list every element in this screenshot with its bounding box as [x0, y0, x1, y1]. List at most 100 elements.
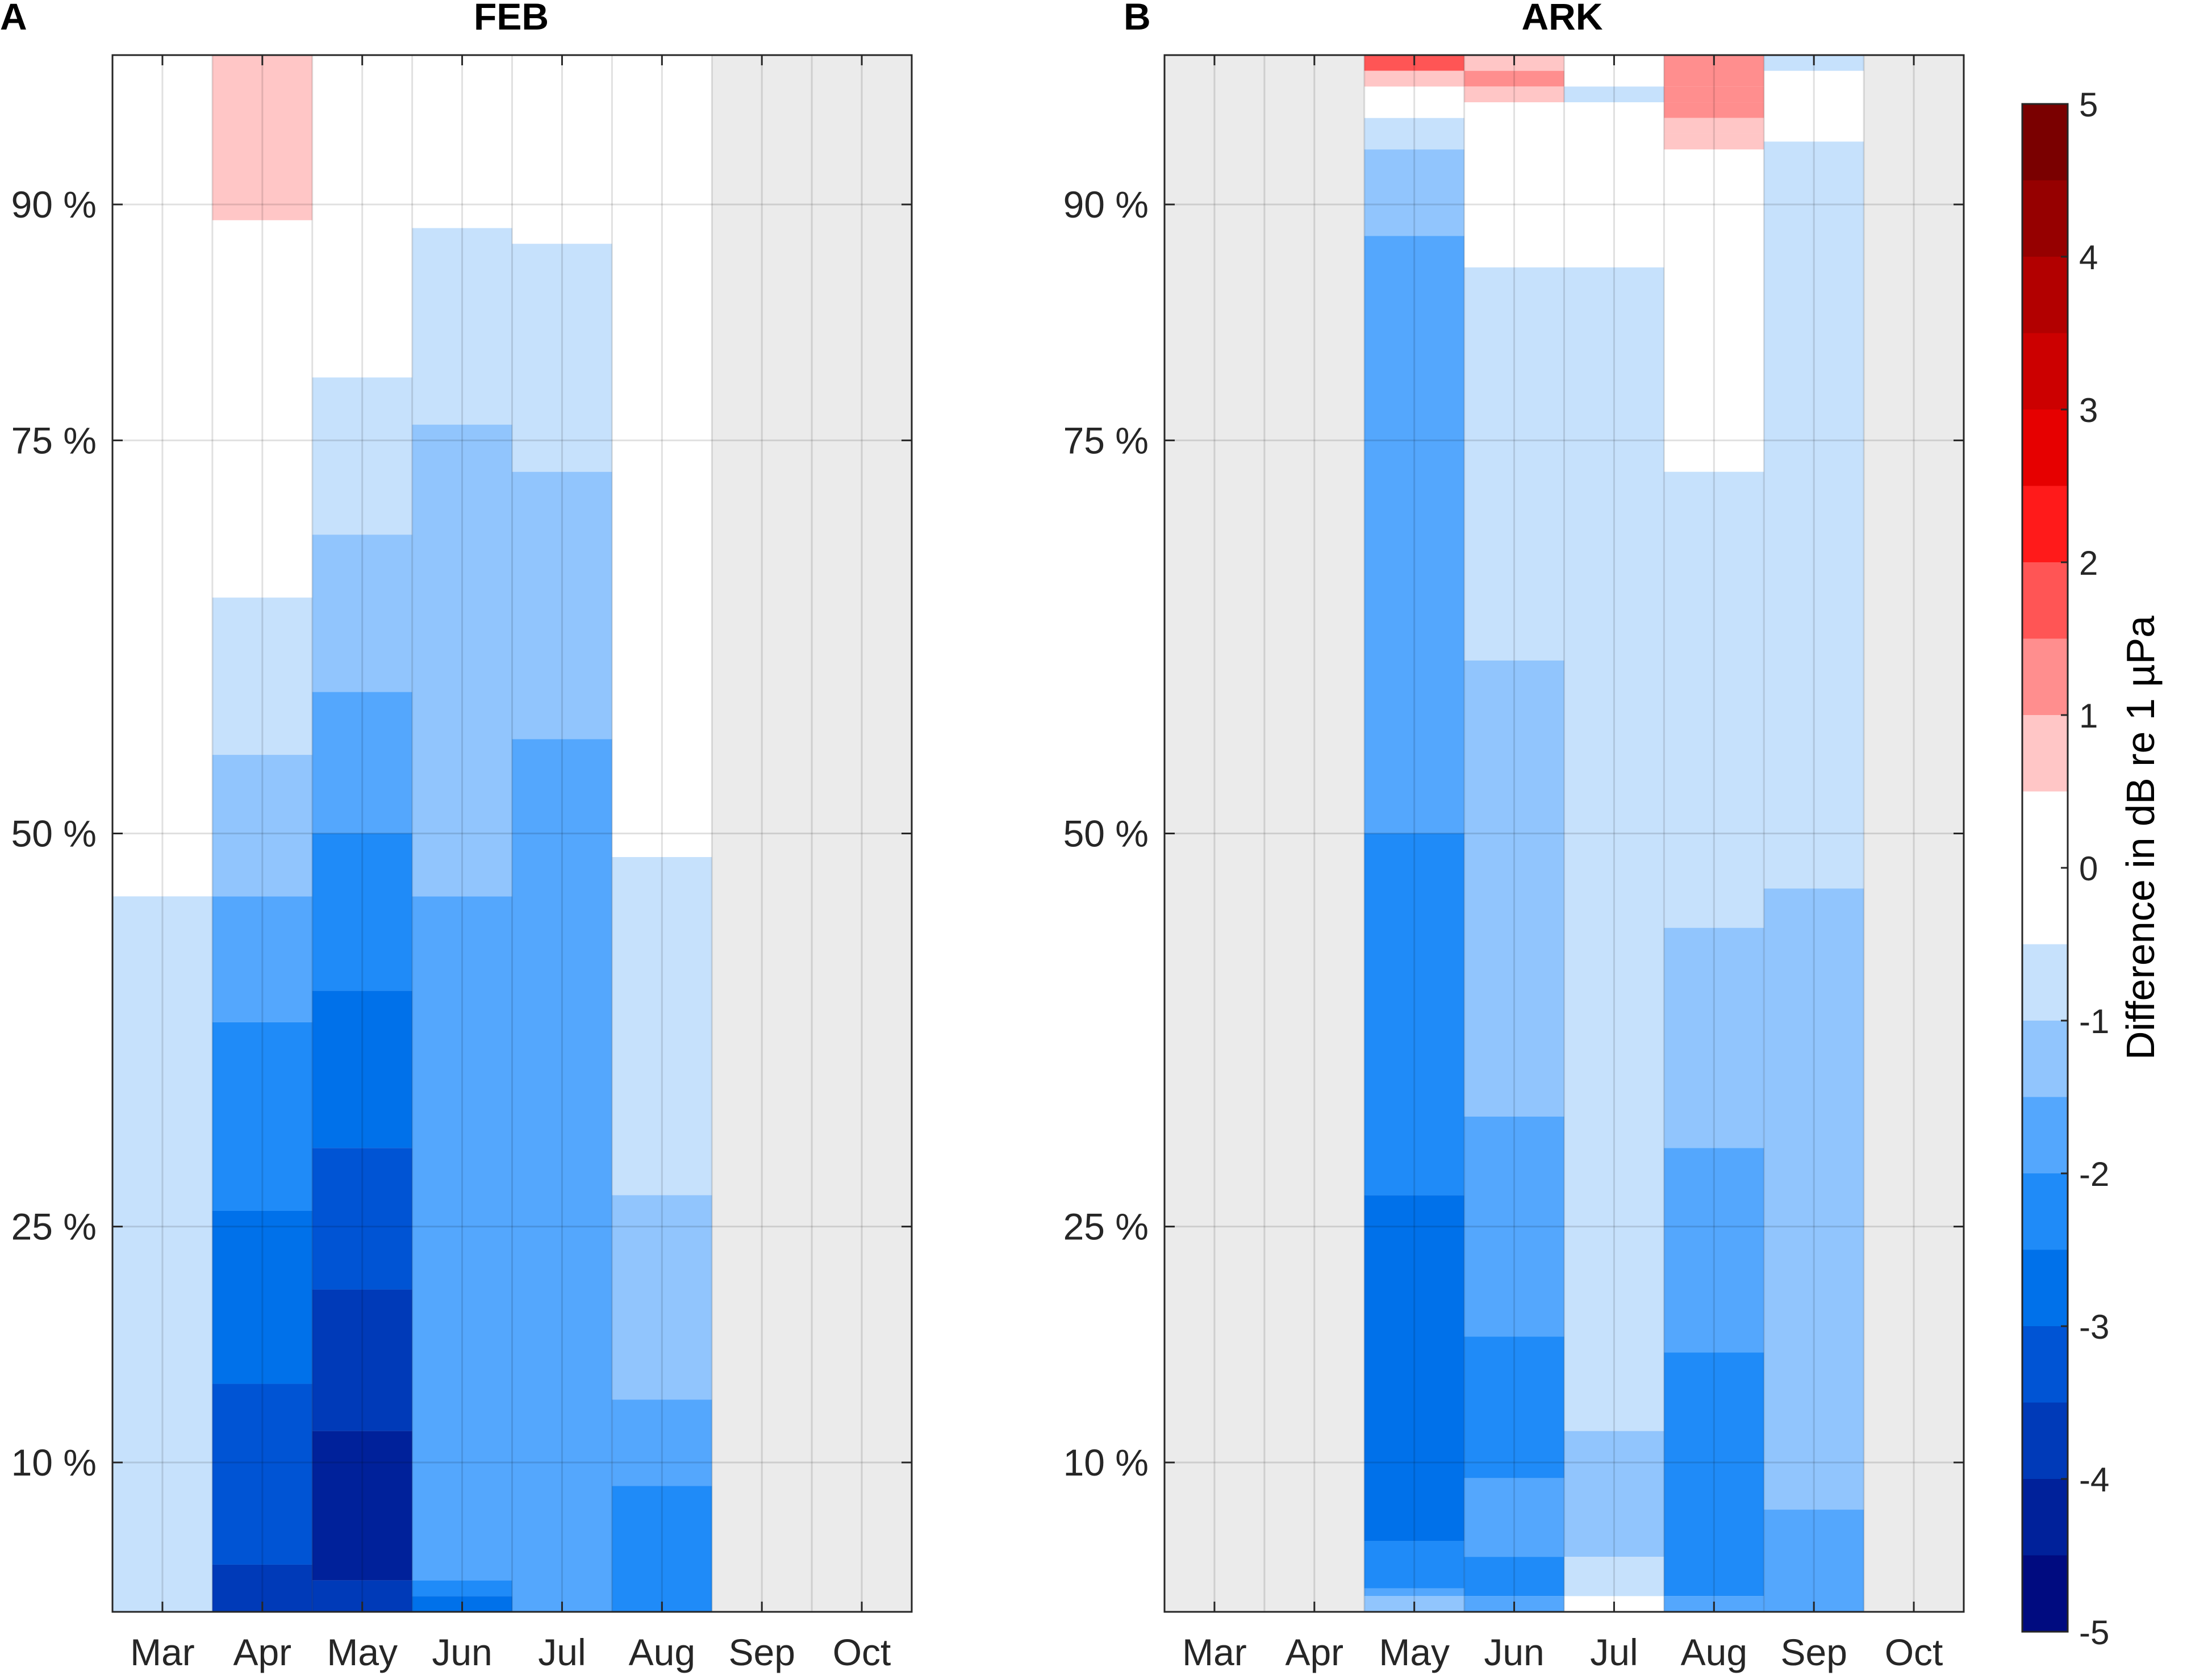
- heatmap-cell: [612, 1399, 712, 1486]
- heatmap-cell: [1364, 70, 1464, 87]
- colorbar-band: [2022, 409, 2068, 486]
- colorbar-tick-label: 3: [2079, 391, 2098, 429]
- colorbar-band: [2022, 104, 2068, 181]
- axes-frame: [111, 54, 913, 1613]
- heatmap-cell: [1364, 1541, 1464, 1589]
- y-tick-label: 10 %: [11, 1441, 97, 1483]
- heatmap-cell: [412, 1580, 512, 1597]
- heatmap-cell: [1464, 86, 1564, 103]
- heatmap-cell: [212, 1384, 312, 1565]
- colorbar-band: [2022, 562, 2068, 639]
- heatmap-cell: [1364, 118, 1464, 150]
- colorbar-tick-label: 5: [2079, 86, 2098, 124]
- x-tick-label: Sep: [728, 1631, 795, 1673]
- heatmap-cell: [1764, 888, 1864, 1510]
- heatmap-cell: [212, 1022, 312, 1211]
- heatmap-cell: [1364, 1195, 1464, 1541]
- heatmap-cell: [512, 739, 612, 1612]
- x-tick-label: Aug: [629, 1631, 695, 1673]
- y-tick-label: 90 %: [11, 183, 97, 225]
- colorbar-tick-label: 1: [2079, 697, 2098, 735]
- heatmap-cell: [1664, 471, 1764, 928]
- heatmap-cell: [212, 755, 312, 897]
- heatmap-cell: [1664, 118, 1764, 134]
- heatmap-cell: [1564, 1431, 1664, 1557]
- y-tick-label: 10 %: [1063, 1441, 1149, 1483]
- colorbar-band: [2022, 257, 2068, 333]
- panel-b: B ARK 10 % 25 % 50 % 75 % 90 % Mar Apr May Jun Ju…: [1063, 0, 1965, 1673]
- x-tick-label: Jun: [1484, 1631, 1544, 1673]
- colorbar-tick-label: -3: [2079, 1308, 2109, 1346]
- heatmap-cell: [1564, 1557, 1664, 1597]
- heatmap-cell: [212, 597, 312, 755]
- y-tick-label: 75 %: [1063, 419, 1149, 461]
- heatmap-cell: [1564, 267, 1664, 1431]
- heatmap-cell: [1664, 1148, 1764, 1353]
- heatmap-cell: [1364, 236, 1464, 834]
- colorbar-band: [2022, 1326, 2068, 1403]
- colorbar-band: [2022, 1173, 2068, 1250]
- heatmap-cell: [1364, 1588, 1464, 1597]
- heatmap-cell: [312, 833, 412, 991]
- colorbar-band: [2022, 1021, 2068, 1097]
- heatmap-cell: [212, 896, 312, 1022]
- x-tick-label: Apr: [233, 1631, 291, 1673]
- heatmap-cell: [1464, 267, 1564, 661]
- heatmap-cell: [612, 1195, 712, 1400]
- heatmap-cell: [612, 1486, 712, 1612]
- heatmap-cell: [312, 1148, 412, 1290]
- colorbar-band: [2022, 1249, 2068, 1326]
- y-tick-label: 90 %: [1063, 183, 1149, 225]
- heatmap-cell: [312, 1289, 412, 1431]
- x-tick-label: May: [327, 1631, 398, 1673]
- heatmap-cell: [312, 1431, 412, 1581]
- heatmap-cell: [1664, 133, 1764, 150]
- heatmap-cell: [312, 991, 412, 1148]
- x-tick-label: Jul: [538, 1631, 586, 1673]
- colorbar-tick-label: -5: [2079, 1614, 2109, 1652]
- colorbar-band: [2022, 715, 2068, 792]
- x-tick-label: Apr: [1285, 1631, 1343, 1673]
- colorbar: 5 4 3 2 1 0 -1 -2 -3 -4 -5: [2021, 86, 2109, 1652]
- heatmap-cell: [512, 471, 612, 739]
- y-tick-label: 75 %: [11, 419, 97, 461]
- heatmap-cell: [1664, 1352, 1764, 1597]
- colorbar-tick-label: 4: [2079, 239, 2098, 277]
- heatmap-cell: [1664, 102, 1764, 118]
- colorbar-tick-label: 2: [2079, 544, 2098, 582]
- heatmap-cell: [212, 1210, 312, 1384]
- panel-b-plot-area: 10 % 25 % 50 % 75 % 90 % Mar Apr May Jun Jul Aug Se…: [1063, 54, 1965, 1673]
- panel-a: A FEB 10 % 25 % 50 % 75 % 90 % Mar Apr May Jun Ju…: [0, 0, 913, 1673]
- x-tick-label: Jul: [1590, 1631, 1638, 1673]
- heatmap-cell: [1464, 1557, 1564, 1597]
- heatmap-cell: [412, 896, 512, 1581]
- heatmap-cell: [1364, 149, 1464, 236]
- x-tick-label: Oct: [1885, 1631, 1943, 1673]
- no-data-region: [1864, 55, 1964, 1612]
- heatmap-cell: [1464, 70, 1564, 87]
- heatmap-cell: [1764, 141, 1864, 889]
- colorbar-tick-label: -4: [2079, 1461, 2109, 1499]
- x-tick-label: Aug: [1681, 1631, 1747, 1673]
- colorbar-band: [2022, 333, 2068, 409]
- no-data-region: [1165, 55, 1364, 1612]
- heatmap-cell: [1564, 86, 1664, 103]
- colorbar-tick-label: -2: [2079, 1155, 2109, 1193]
- heatmap-cell: [1664, 927, 1764, 1148]
- axes-frame: [1163, 54, 1965, 1613]
- y-tick-label: 25 %: [1063, 1206, 1149, 1248]
- heatmap-cell: [1464, 660, 1564, 1117]
- colorbar-band: [2022, 1555, 2068, 1632]
- colorbar-band: [2022, 486, 2068, 562]
- heatmap-cell: [312, 377, 412, 535]
- heatmap-cell: [312, 534, 412, 692]
- heatmap-cell: [112, 896, 212, 1612]
- colorbar-band: [2022, 1479, 2068, 1556]
- panel-a-title: FEB: [474, 0, 549, 37]
- x-tick-label: Mar: [1182, 1631, 1247, 1673]
- heatmap-cell: [1664, 86, 1764, 103]
- colorbar-band: [2022, 944, 2068, 1021]
- y-tick-label: 25 %: [11, 1206, 97, 1248]
- panel-a-plot-area: 10 % 25 % 50 % 75 % 90 % Mar Apr May Jun Jul Aug Se…: [11, 54, 913, 1673]
- x-tick-label: Sep: [1780, 1631, 1847, 1673]
